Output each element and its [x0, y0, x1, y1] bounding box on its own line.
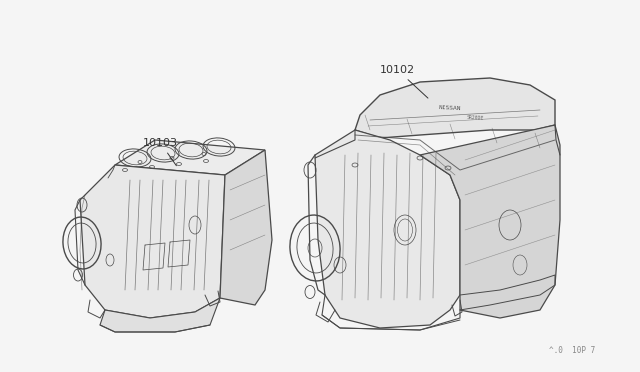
Polygon shape	[220, 150, 272, 305]
Polygon shape	[315, 130, 460, 328]
Polygon shape	[355, 78, 555, 138]
Text: 10102: 10102	[380, 65, 428, 98]
Polygon shape	[80, 165, 225, 318]
Polygon shape	[420, 125, 560, 318]
Text: 10103: 10103	[143, 138, 178, 166]
Polygon shape	[115, 140, 265, 175]
Text: ^.0  10P 7: ^.0 10P 7	[548, 346, 595, 355]
Polygon shape	[100, 298, 220, 332]
Text: SR20DE: SR20DE	[467, 115, 484, 121]
Text: NISSAN: NISSAN	[438, 105, 461, 111]
